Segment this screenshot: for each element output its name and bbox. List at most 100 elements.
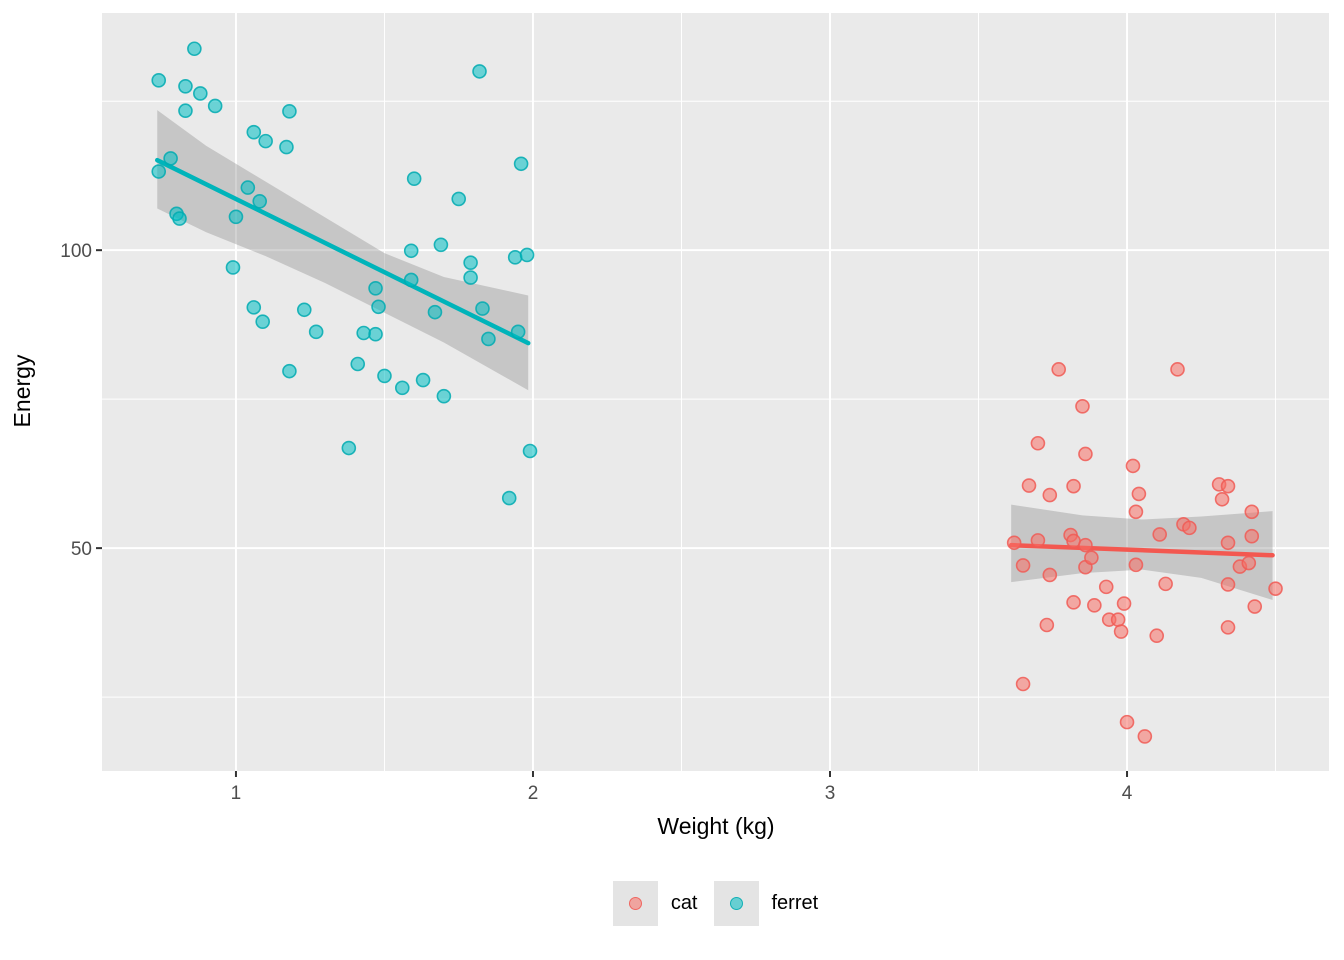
data-point-cat <box>1110 612 1126 627</box>
legend: cat ferret <box>102 881 1329 926</box>
data-point-ferret <box>178 78 193 94</box>
data-point-ferret <box>522 443 538 459</box>
data-point-ferret <box>463 270 478 285</box>
data-point-cat <box>1220 577 1236 592</box>
data-point-cat <box>1015 676 1031 692</box>
data-point-cat <box>1247 599 1263 614</box>
data-point-ferret <box>172 211 187 226</box>
data-point-cat <box>1051 362 1067 377</box>
cat-point-icon <box>628 897 642 910</box>
data-point-cat <box>1084 550 1099 565</box>
data-point-ferret <box>246 300 262 315</box>
data-point-cat <box>1039 617 1055 633</box>
x-tick-label: 1 <box>231 783 242 804</box>
data-point-cat <box>1116 596 1132 611</box>
regression-line-ferret <box>154 157 531 346</box>
data-point-ferret <box>350 356 366 372</box>
data-point-ferret <box>415 372 431 388</box>
data-point-ferret <box>472 64 487 79</box>
data-point-ferret <box>193 86 208 101</box>
data-point-ferret <box>163 151 178 166</box>
data-point-cat <box>1113 624 1129 639</box>
data-point-ferret <box>371 299 386 315</box>
y-tick-label: 100 <box>60 241 92 262</box>
x-tick-label: 4 <box>1122 783 1133 804</box>
data-point-ferret <box>282 104 297 119</box>
data-point-cat <box>1021 478 1037 493</box>
data-point-ferret <box>403 243 419 259</box>
data-point-cat <box>1030 533 1046 548</box>
data-point-ferret <box>436 388 452 404</box>
data-point-ferret <box>207 98 223 114</box>
data-point-ferret <box>341 440 357 456</box>
data-point-cat <box>1030 435 1046 451</box>
data-point-cat <box>1220 620 1236 635</box>
data-point-cat <box>1244 528 1260 544</box>
data-point-ferret <box>178 103 193 119</box>
data-point-ferret <box>368 326 383 342</box>
data-point-ferret <box>510 324 526 340</box>
data-point-ferret <box>394 380 410 396</box>
data-point-ferret <box>368 281 383 296</box>
x-axis-title: Weight (kg) <box>657 813 774 839</box>
x-tick-label: 2 <box>528 783 539 804</box>
data-point-ferret <box>228 209 244 225</box>
data-point-cat <box>1128 504 1144 520</box>
data-point-ferret <box>406 171 422 186</box>
data-point-cat <box>1015 558 1031 573</box>
data-point-cat <box>1152 527 1167 542</box>
data-point-ferret <box>519 247 535 263</box>
legend-label-cat: cat <box>670 892 698 914</box>
data-point-ferret <box>433 237 449 253</box>
data-point-ferret <box>296 302 312 318</box>
y-axis-title: Energy <box>9 354 35 427</box>
data-point-ferret <box>403 272 419 288</box>
data-point-ferret <box>258 133 273 149</box>
data-point-cat <box>1214 491 1230 507</box>
data-point-cat <box>1066 595 1081 610</box>
data-point-ferret <box>377 368 392 384</box>
data-point-ferret <box>282 363 297 379</box>
data-point-cat <box>1075 399 1090 414</box>
data-point-ferret <box>501 490 517 506</box>
legend-key-ferret <box>713 881 759 926</box>
data-point-cat <box>1131 486 1147 502</box>
y-tick-label: 50 <box>71 539 92 560</box>
data-point-ferret <box>240 180 256 195</box>
data-point-ferret <box>475 301 490 316</box>
data-point-cat <box>1078 537 1093 553</box>
ferret-point-icon <box>729 897 743 910</box>
data-point-ferret <box>225 260 241 275</box>
x-tick-label: 3 <box>825 783 836 804</box>
data-point-ferret <box>252 194 268 209</box>
data-point-cat <box>1119 714 1135 730</box>
data-point-cat <box>1066 533 1081 549</box>
data-point-ferret <box>246 124 262 140</box>
data-point-cat <box>1158 576 1173 592</box>
data-point-ferret <box>463 255 478 270</box>
data-point-cat <box>1128 557 1144 573</box>
data-point-ferret <box>151 73 167 88</box>
data-point-ferret <box>481 331 496 347</box>
legend-key-cat <box>612 881 658 926</box>
data-point-cat <box>1066 478 1081 494</box>
data-point-cat <box>1268 581 1283 596</box>
data-point-cat <box>1137 729 1153 744</box>
data-point-cat <box>1241 555 1257 571</box>
data-point-cat <box>1220 478 1236 494</box>
data-point-cat <box>1042 567 1058 583</box>
data-point-ferret <box>451 191 467 207</box>
data-point-cat <box>1042 487 1058 503</box>
legend-label-ferret: ferret <box>771 892 819 914</box>
regression-line-cat <box>1008 542 1275 558</box>
data-point-cat <box>1078 446 1093 462</box>
data-point-cat <box>1098 579 1114 595</box>
legend-item-cat: cat <box>612 881 698 926</box>
data-point-ferret <box>507 250 523 265</box>
data-point-cat <box>1182 520 1197 536</box>
scatter-plot: 1 2 3 4 100 50 Weight (kg) Energy <box>9 13 1329 839</box>
data-point-cat <box>1149 628 1165 644</box>
data-point-cat <box>1220 535 1236 551</box>
data-point-cat <box>1125 458 1141 474</box>
data-point-cat <box>1170 362 1185 377</box>
